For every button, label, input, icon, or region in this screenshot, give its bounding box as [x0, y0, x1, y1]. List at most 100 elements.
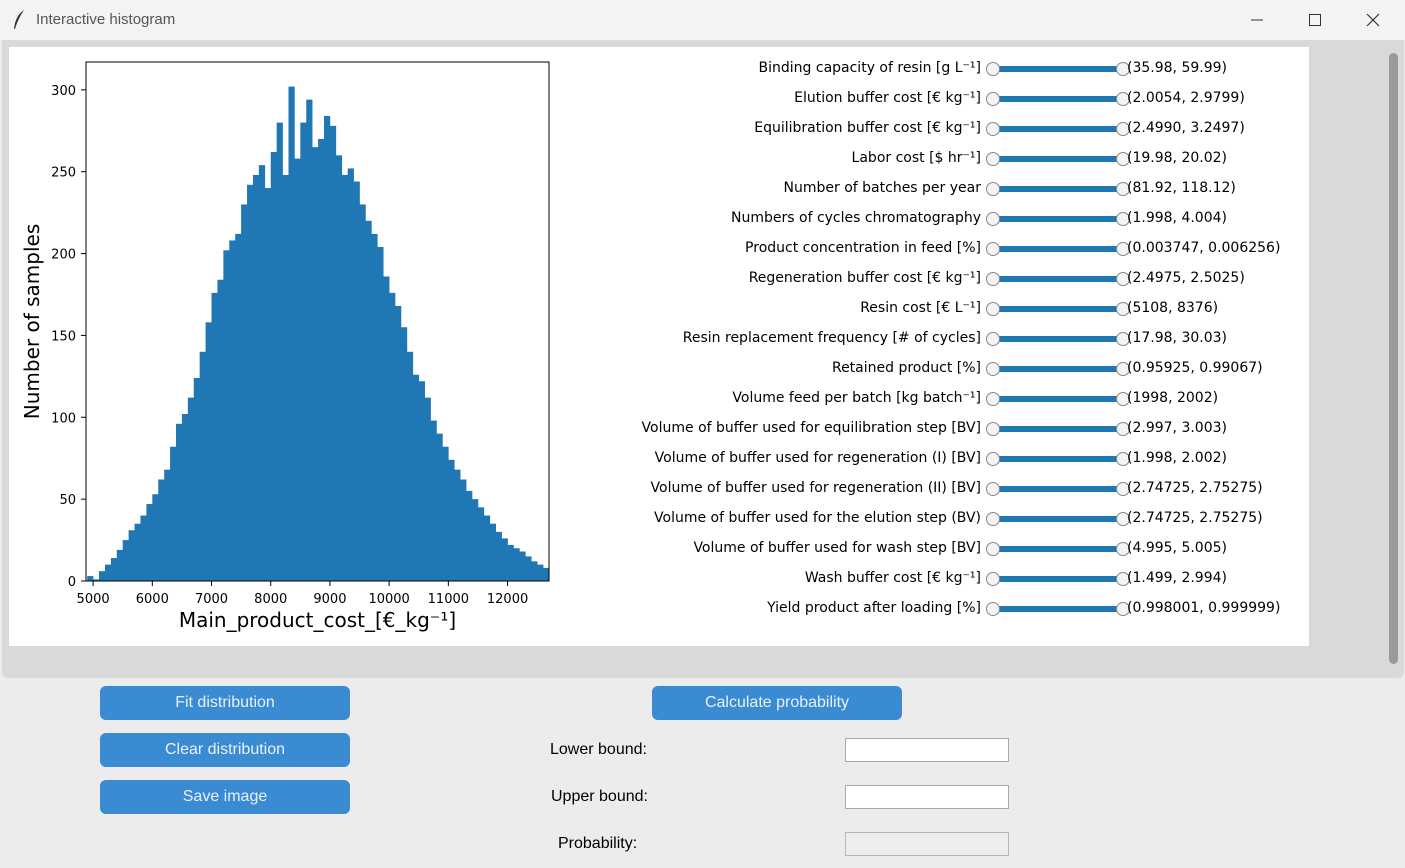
- histogram-bar: [241, 204, 248, 582]
- feather-icon: [14, 10, 24, 29]
- histogram-bar: [152, 494, 159, 581]
- slider-max-handle[interactable]: [1116, 482, 1130, 496]
- minimize-button[interactable]: [1228, 0, 1286, 40]
- slider-min-handle[interactable]: [986, 242, 1000, 256]
- histogram-bar: [537, 564, 544, 581]
- slider-max-handle[interactable]: [1116, 182, 1130, 196]
- slider-max-handle[interactable]: [1116, 62, 1130, 76]
- slider-min-handle[interactable]: [986, 182, 1000, 196]
- slider-track[interactable]: [993, 396, 1123, 402]
- slider-max-handle[interactable]: [1116, 542, 1130, 556]
- slider-min-handle[interactable]: [986, 572, 1000, 586]
- save-image-button[interactable]: Save image: [100, 780, 350, 814]
- upper-bound-input[interactable]: [845, 785, 1009, 809]
- slider-min-handle[interactable]: [986, 452, 1000, 466]
- slider-min-handle[interactable]: [986, 362, 1000, 376]
- range-slider-row: Volume feed per batch [kg batch⁻¹] (1998,…: [569, 388, 1309, 410]
- slider-track[interactable]: [993, 576, 1123, 582]
- slider-min-handle[interactable]: [986, 62, 1000, 76]
- slider-max-handle[interactable]: [1116, 422, 1130, 436]
- slider-max-handle[interactable]: [1116, 212, 1130, 226]
- slider-track[interactable]: [993, 156, 1123, 162]
- slider-track[interactable]: [993, 126, 1123, 132]
- slider-max-handle[interactable]: [1116, 272, 1130, 286]
- slider-track[interactable]: [993, 606, 1123, 612]
- histogram-bar: [353, 181, 360, 582]
- slider-max-handle[interactable]: [1116, 602, 1130, 616]
- maximize-button[interactable]: [1286, 0, 1344, 40]
- slider-max-handle[interactable]: [1116, 572, 1130, 586]
- slider-range-value: (0.998001, 0.999999): [1127, 600, 1281, 616]
- close-button[interactable]: [1344, 0, 1402, 40]
- slider-min-handle[interactable]: [986, 152, 1000, 166]
- slider-label: Binding capacity of resin [g L⁻¹]: [758, 60, 981, 76]
- range-slider-row: Labor cost [$ hr⁻¹] (19.98, 20.02): [569, 148, 1309, 170]
- histogram-bar: [306, 99, 313, 581]
- lower-bound-input[interactable]: [845, 738, 1009, 762]
- slider-max-handle[interactable]: [1116, 152, 1130, 166]
- slider-track[interactable]: [993, 276, 1123, 282]
- fit-distribution-button[interactable]: Fit distribution: [100, 686, 350, 720]
- histogram-bar: [359, 204, 366, 582]
- slider-min-handle[interactable]: [986, 482, 1000, 496]
- upper-bound-label: Upper bound:: [551, 788, 648, 805]
- slider-min-handle[interactable]: [986, 92, 1000, 106]
- slider-min-handle[interactable]: [986, 122, 1000, 136]
- slider-max-handle[interactable]: [1116, 92, 1130, 106]
- histogram-bar: [205, 322, 212, 581]
- histogram-bar: [454, 469, 461, 581]
- histogram-bar: [264, 188, 272, 582]
- slider-min-handle[interactable]: [986, 332, 1000, 346]
- slider-min-handle[interactable]: [986, 422, 1000, 436]
- slider-min-handle[interactable]: [986, 512, 1000, 526]
- slider-track[interactable]: [993, 306, 1123, 312]
- histogram-bar: [483, 515, 491, 581]
- slider-label: Product concentration in feed [%]: [745, 240, 981, 256]
- x-tick-label: 9000: [313, 592, 346, 607]
- slider-min-handle[interactable]: [986, 602, 1000, 616]
- histogram-chart: 5000 6000 7000 8000 9000 10000 11000 12000 0 50 10…: [20, 61, 550, 632]
- histogram-bar: [247, 184, 254, 581]
- slider-track[interactable]: [993, 426, 1123, 432]
- slider-range-value: (1.499, 2.994): [1127, 570, 1227, 586]
- histogram-bar: [258, 165, 266, 581]
- range-slider-row: Elution buffer cost [€ kg⁻¹] (2.0054, 2.9…: [569, 88, 1309, 110]
- histogram-bar: [158, 479, 165, 581]
- slider-track[interactable]: [993, 246, 1123, 252]
- histogram-bar: [424, 397, 431, 581]
- slider-min-handle[interactable]: [986, 272, 1000, 286]
- slider-min-handle[interactable]: [986, 212, 1000, 226]
- histogram-bar: [347, 168, 354, 581]
- slider-track[interactable]: [993, 336, 1123, 342]
- slider-track[interactable]: [993, 546, 1123, 552]
- slider-max-handle[interactable]: [1116, 242, 1130, 256]
- histogram-bar: [276, 122, 283, 582]
- slider-min-handle[interactable]: [986, 542, 1000, 556]
- range-slider-row: Volume of buffer used for wash step [BV]…: [569, 538, 1309, 560]
- slider-max-handle[interactable]: [1116, 392, 1130, 406]
- range-slider-row: Resin cost [€ L⁻¹] (5108, 8376): [569, 298, 1309, 320]
- slider-max-handle[interactable]: [1116, 122, 1130, 136]
- slider-track[interactable]: [993, 66, 1123, 72]
- slider-track[interactable]: [993, 186, 1123, 192]
- clear-distribution-button[interactable]: Clear distribution: [100, 733, 350, 767]
- slider-min-handle[interactable]: [986, 392, 1000, 406]
- slider-range-value: (2.4975, 2.5025): [1127, 270, 1245, 286]
- histogram-bar: [371, 233, 378, 582]
- histogram-bar: [229, 240, 236, 582]
- slider-label: Resin cost [€ L⁻¹]: [860, 300, 981, 316]
- slider-track[interactable]: [993, 96, 1123, 102]
- calculate-probability-button[interactable]: Calculate probability: [652, 686, 902, 720]
- slider-track[interactable]: [993, 486, 1123, 492]
- slider-track[interactable]: [993, 366, 1123, 372]
- slider-max-handle[interactable]: [1116, 302, 1130, 316]
- slider-min-handle[interactable]: [986, 302, 1000, 316]
- slider-track[interactable]: [993, 216, 1123, 222]
- slider-track[interactable]: [993, 456, 1123, 462]
- vertical-scrollbar[interactable]: [1389, 53, 1398, 664]
- slider-track[interactable]: [993, 516, 1123, 522]
- slider-max-handle[interactable]: [1116, 452, 1130, 466]
- slider-max-handle[interactable]: [1116, 512, 1130, 526]
- slider-max-handle[interactable]: [1116, 332, 1130, 346]
- slider-max-handle[interactable]: [1116, 362, 1130, 376]
